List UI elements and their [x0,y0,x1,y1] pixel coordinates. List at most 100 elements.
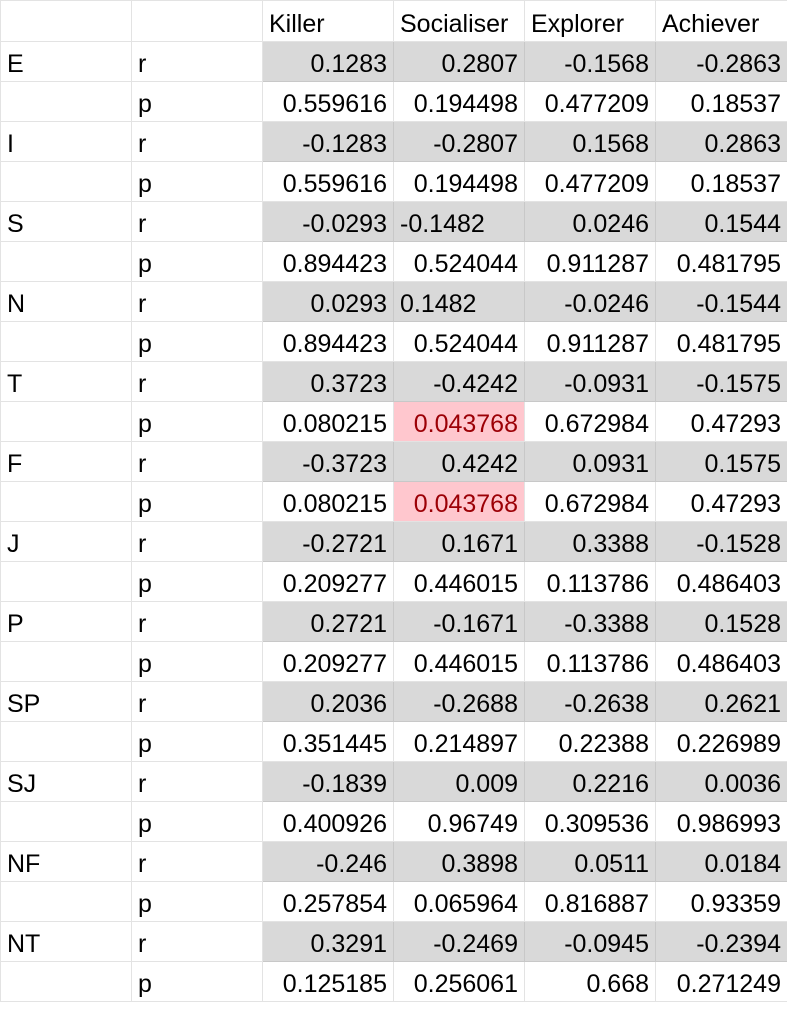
trait-label-cell[interactable] [0,241,132,282]
trait-label-cell[interactable] [0,801,132,842]
value-cell-achiever[interactable]: 0.486403 [655,561,787,602]
value-cell-achiever[interactable]: 0.2863 [655,121,787,162]
value-cell-killer[interactable]: -0.1283 [262,121,394,162]
column-header-explorer[interactable]: Explorer [524,0,656,42]
value-cell-explorer[interactable]: 0.477209 [524,81,656,122]
stat-label-cell[interactable]: p [131,161,263,202]
value-cell-achiever[interactable]: 0.481795 [655,241,787,282]
value-cell-achiever[interactable]: -0.1544 [655,281,787,322]
value-cell-explorer[interactable]: -0.0246 [524,281,656,322]
value-cell-socialiser[interactable]: -0.2469 [393,921,525,962]
trait-label-cell[interactable] [0,641,132,682]
value-cell-explorer[interactable]: 0.0246 [524,201,656,242]
trait-label-cell[interactable] [0,161,132,202]
value-cell-achiever[interactable]: 0.1575 [655,441,787,482]
trait-label-cell[interactable] [0,321,132,362]
value-cell-achiever[interactable]: 0.47293 [655,401,787,442]
trait-label-cell[interactable]: I [0,121,132,162]
stat-label-cell[interactable]: p [131,641,263,682]
value-cell-explorer[interactable]: 0.668 [524,961,656,1002]
stat-label-cell[interactable]: p [131,481,263,522]
header-blank-cell[interactable] [0,0,132,42]
value-cell-achiever[interactable]: 0.93359 [655,881,787,922]
value-cell-killer[interactable]: 0.894423 [262,321,394,362]
value-cell-achiever[interactable]: 0.0036 [655,761,787,802]
stat-label-cell[interactable]: r [131,761,263,802]
value-cell-achiever[interactable]: 0.2621 [655,681,787,722]
value-cell-killer[interactable]: 0.209277 [262,561,394,602]
value-cell-socialiser[interactable]: 0.194498 [393,161,525,202]
stat-label-cell[interactable]: p [131,961,263,1002]
value-cell-socialiser[interactable]: 0.043768 [393,481,525,522]
value-cell-explorer[interactable]: -0.0945 [524,921,656,962]
value-cell-socialiser[interactable]: 0.96749 [393,801,525,842]
value-cell-socialiser[interactable]: 0.065964 [393,881,525,922]
trait-label-cell[interactable]: J [0,521,132,562]
stat-label-cell[interactable]: r [131,681,263,722]
value-cell-achiever[interactable]: -0.2394 [655,921,787,962]
value-cell-explorer[interactable]: 0.1568 [524,121,656,162]
value-cell-socialiser[interactable]: 0.1482 [393,281,525,322]
value-cell-explorer[interactable]: 0.0511 [524,841,656,882]
trait-label-cell[interactable]: E [0,41,132,82]
value-cell-achiever[interactable]: 0.18537 [655,81,787,122]
trait-label-cell[interactable] [0,81,132,122]
value-cell-achiever[interactable]: 0.271249 [655,961,787,1002]
value-cell-explorer[interactable]: -0.2638 [524,681,656,722]
value-cell-killer[interactable]: -0.0293 [262,201,394,242]
column-header-achiever[interactable]: Achiever [655,0,787,42]
value-cell-explorer[interactable]: 0.113786 [524,561,656,602]
trait-label-cell[interactable] [0,401,132,442]
value-cell-achiever[interactable]: 0.47293 [655,481,787,522]
value-cell-killer[interactable]: 0.894423 [262,241,394,282]
value-cell-socialiser[interactable]: 0.009 [393,761,525,802]
column-header-killer[interactable]: Killer [262,0,394,42]
value-cell-socialiser[interactable]: 0.524044 [393,241,525,282]
trait-label-cell[interactable]: NF [0,841,132,882]
value-cell-killer[interactable]: 0.3723 [262,361,394,402]
stat-label-cell[interactable]: p [131,881,263,922]
trait-label-cell[interactable]: NT [0,921,132,962]
value-cell-killer[interactable]: 0.351445 [262,721,394,762]
value-cell-killer[interactable]: -0.1839 [262,761,394,802]
value-cell-achiever[interactable]: 0.486403 [655,641,787,682]
value-cell-socialiser[interactable]: 0.446015 [393,641,525,682]
trait-label-cell[interactable]: P [0,601,132,642]
stat-label-cell[interactable]: p [131,561,263,602]
value-cell-socialiser[interactable]: 0.214897 [393,721,525,762]
value-cell-killer[interactable]: 0.257854 [262,881,394,922]
value-cell-killer[interactable]: 0.209277 [262,641,394,682]
value-cell-killer[interactable]: 0.2721 [262,601,394,642]
trait-label-cell[interactable]: S [0,201,132,242]
value-cell-explorer[interactable]: 0.3388 [524,521,656,562]
stat-label-cell[interactable]: p [131,721,263,762]
value-cell-achiever[interactable]: 0.18537 [655,161,787,202]
value-cell-socialiser[interactable]: -0.1671 [393,601,525,642]
stat-label-cell[interactable]: p [131,81,263,122]
trait-label-cell[interactable] [0,881,132,922]
stat-label-cell[interactable]: r [131,841,263,882]
value-cell-explorer[interactable]: 0.911287 [524,241,656,282]
value-cell-socialiser[interactable]: 0.3898 [393,841,525,882]
trait-label-cell[interactable] [0,961,132,1002]
value-cell-achiever[interactable]: 0.986993 [655,801,787,842]
value-cell-killer[interactable]: 0.2036 [262,681,394,722]
value-cell-explorer[interactable]: 0.672984 [524,481,656,522]
trait-label-cell[interactable]: F [0,441,132,482]
value-cell-socialiser[interactable]: 0.043768 [393,401,525,442]
value-cell-killer[interactable]: -0.246 [262,841,394,882]
stat-label-cell[interactable]: p [131,241,263,282]
value-cell-killer[interactable]: 0.080215 [262,481,394,522]
trait-label-cell[interactable] [0,561,132,602]
value-cell-socialiser[interactable]: 0.524044 [393,321,525,362]
value-cell-explorer[interactable]: 0.911287 [524,321,656,362]
trait-label-cell[interactable]: SP [0,681,132,722]
trait-label-cell[interactable] [0,721,132,762]
value-cell-killer[interactable]: 0.559616 [262,81,394,122]
stat-label-cell[interactable]: r [131,921,263,962]
value-cell-socialiser[interactable]: 0.256061 [393,961,525,1002]
value-cell-killer[interactable]: 0.3291 [262,921,394,962]
value-cell-explorer[interactable]: 0.672984 [524,401,656,442]
value-cell-achiever[interactable]: 0.1528 [655,601,787,642]
value-cell-socialiser[interactable]: -0.2688 [393,681,525,722]
